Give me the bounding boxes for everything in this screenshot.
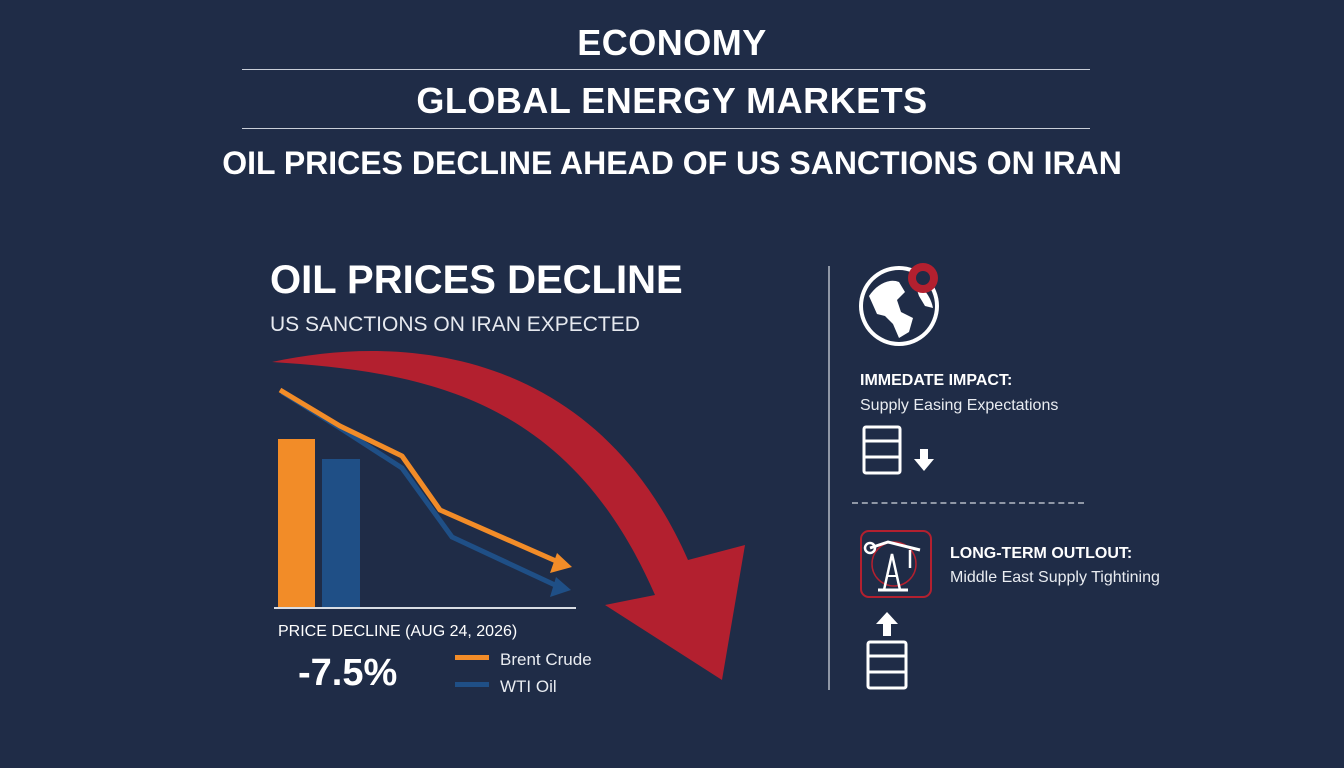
legend-wti-label: WTI Oil bbox=[500, 677, 557, 696]
price-decline-value: -7.5% bbox=[298, 652, 398, 694]
panel-title: OIL PRICES DECLINE bbox=[270, 258, 683, 302]
dashed-divider bbox=[852, 502, 1084, 504]
vertical-divider bbox=[828, 266, 830, 690]
panel-subtitle: US SANCTIONS ON IRAN EXPECTED bbox=[270, 313, 640, 336]
header-divider-top bbox=[242, 69, 1090, 70]
price-decline-label: PRICE DECLINE (AUG 24, 2026) bbox=[278, 623, 518, 640]
brent-line bbox=[278, 387, 558, 564]
legend-brent-swatch bbox=[455, 655, 489, 660]
globe-pin-icon bbox=[859, 263, 939, 346]
immediate-impact-subtitle: Supply Easing Expectations bbox=[860, 397, 1059, 414]
wti-arrowhead bbox=[550, 577, 571, 597]
oil-pump-icon bbox=[860, 530, 932, 598]
category-title: GLOBAL ENERGY MARKETS bbox=[416, 80, 928, 121]
long-term-outlook-subtitle: Middle East Supply Tightining bbox=[950, 569, 1160, 586]
brent-arrowhead bbox=[550, 553, 572, 573]
barrel-up-icon bbox=[866, 612, 908, 690]
long-term-outlook-title: LONG-TERM OUTLOUT: bbox=[950, 545, 1133, 562]
legend-wti-swatch bbox=[455, 682, 489, 687]
red-decline-arrow bbox=[272, 351, 745, 680]
header-divider-bottom bbox=[242, 128, 1090, 129]
immediate-impact-title: IMMEDATE IMPACT: bbox=[860, 372, 1013, 389]
headline: OIL PRICES DECLINE AHEAD OF US SANCTIONS… bbox=[222, 145, 1122, 181]
barrel-down-icon bbox=[862, 425, 934, 475]
brent-bar bbox=[278, 439, 315, 608]
wti-bar bbox=[322, 459, 360, 608]
legend-brent-label: Brent Crude bbox=[500, 650, 592, 669]
section-title: ECONOMY bbox=[577, 22, 767, 63]
